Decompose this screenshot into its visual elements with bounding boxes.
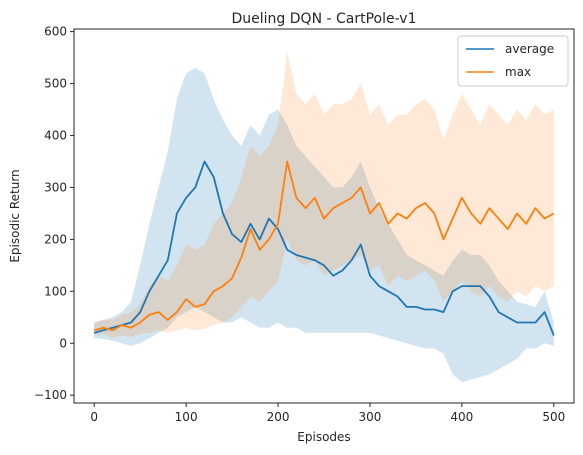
x-tick-label: 200 (267, 410, 290, 424)
legend-label-max: max (505, 65, 531, 79)
y-axis: −100 0 100 200 300 400 500 600 (34, 25, 74, 402)
chart-title: Dueling DQN - CartPole-v1 (232, 11, 417, 27)
y-tick-label: 600 (44, 25, 67, 39)
x-tick-label: 300 (359, 410, 382, 424)
y-axis-label: Episodic Return (8, 169, 22, 262)
plot-frame (73, 28, 575, 404)
x-axis-label: Episodes (297, 430, 350, 444)
band-max (94, 52, 554, 339)
legend: average max (457, 35, 569, 87)
series-line-average (93, 160, 555, 336)
x-tick-label: 100 (175, 410, 198, 424)
x-tick-label: 0 (90, 410, 98, 424)
y-tick-label: 200 (44, 232, 67, 246)
y-tick-label: 100 (44, 284, 67, 298)
series-line-max (93, 160, 555, 332)
x-tick-label: 400 (450, 410, 473, 424)
y-tick-label: 400 (44, 128, 67, 142)
plot-area (93, 52, 555, 383)
y-tick-label: 500 (44, 77, 67, 91)
x-tick-label: 500 (542, 410, 565, 424)
x-axis: 0 100 200 300 400 500 (90, 403, 565, 424)
band-average (94, 68, 554, 383)
y-tick-label: −100 (34, 388, 67, 402)
legend-label-average: average (505, 42, 554, 56)
y-tick-label: 0 (59, 336, 67, 350)
y-tick-label: 300 (44, 180, 67, 194)
